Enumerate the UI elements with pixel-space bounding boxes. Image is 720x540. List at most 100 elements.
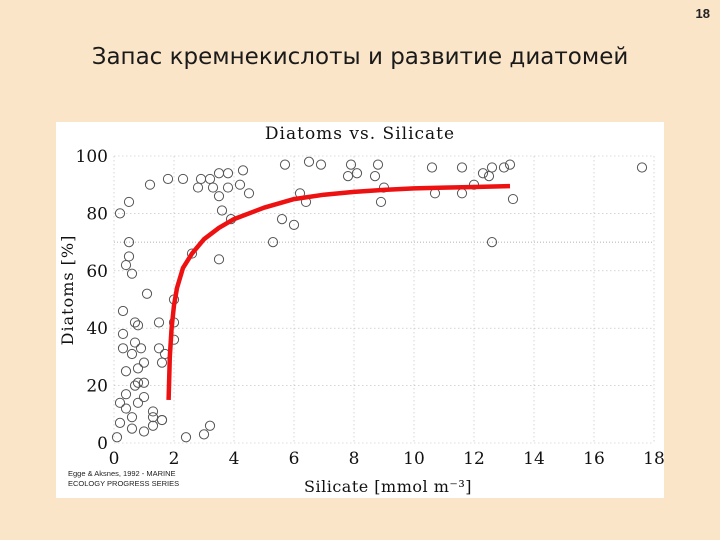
scatter-point [123,251,135,262]
scatter-point [126,348,138,360]
scatter-point [129,317,141,328]
scatter-point [222,182,234,193]
scatter-point [237,165,249,176]
scatter-point [213,168,225,179]
scatter-point [132,377,144,388]
scatter-point [147,412,159,423]
scatter-point [114,397,126,408]
scatter-point [120,389,132,400]
scatter-point [138,426,150,437]
scatter-point [186,248,198,259]
diatoms-vs-silicate-chart: 0 20 40 60 80 100 0 2 4 6 8 10 12 14 16 18 Diatoms vs. … [58,124,664,496]
scatter-point [180,432,192,443]
scatter-point [342,170,354,182]
scatter-point [132,320,144,331]
scatter-point [369,170,381,182]
y-tick-label: 40 [86,319,108,339]
scatter-point [456,188,468,199]
scatter-point [204,173,216,185]
scatter-point [213,254,225,265]
scatter-point [132,397,144,408]
scatter-point [144,179,156,190]
scatter-point [147,420,159,431]
scatter-point [141,288,153,299]
source-caption-line-2: ECOLOGY PROGRESS SERIES [68,479,180,488]
x-tick-label: 16 [583,449,605,469]
scatter-point [129,337,141,348]
scatter-point [426,162,438,173]
scatter-point [153,317,165,328]
scatter-point [126,412,138,423]
chart-title: Diatoms vs. Silicate [265,124,455,144]
scatter-point [456,162,468,173]
scatter-point [486,237,498,248]
chart-panel: 0 20 40 60 80 100 0 2 4 6 8 10 12 14 16 18 Diatoms vs. … [56,122,664,498]
x-tick-label: 10 [403,449,425,469]
scatter-point [504,159,516,170]
y-axis-label: Diatoms [%] [58,235,77,346]
scatter-point [486,162,498,173]
scatter-point [216,205,228,216]
scatter-point [117,343,129,354]
scatter-point [372,159,384,170]
scatter-point [288,219,300,230]
scatter-point [204,420,216,431]
x-tick-label: 14 [523,449,545,469]
x-tick-label: 12 [463,449,485,469]
scatter-point [222,168,234,179]
scatter-point [234,179,246,190]
scatter-point [345,159,357,170]
x-tick-label: 4 [229,449,240,469]
x-tick-label: 6 [289,449,300,469]
scatter-point [303,156,315,167]
scatter-point [117,305,129,317]
scatter-point [120,366,132,377]
x-tick-label: 2 [169,449,180,469]
y-tick-label: 80 [86,204,108,224]
scatter-point [156,357,168,368]
scatter-point [123,196,135,208]
scatter-point [207,182,219,193]
scatter-point [153,343,165,354]
scatter-point [132,363,144,374]
scatter-point [147,406,159,417]
scatter-point [636,162,648,173]
x-tick-label: 8 [349,449,360,469]
scatter-point [156,414,168,426]
scatter-point [375,196,387,208]
scatter-point [198,429,210,440]
slide-number: 18 [695,6,710,21]
scatter-point [507,193,519,205]
x-tick-label: 0 [109,449,120,469]
scatter-point [213,191,225,202]
scatter-point [315,159,327,170]
scatter-point [477,168,489,179]
scatter-point [135,343,147,354]
y-tick-label: 20 [86,377,108,397]
scatter-point [279,159,291,170]
scatter-point [162,173,174,185]
x-axis-label: Silicate [mmol m⁻³] [304,477,472,496]
scatter-point [126,423,138,434]
fit-curve-line [166,183,511,400]
scatter-point [114,208,126,219]
scatter-point [120,403,132,414]
scatter-point [267,237,279,248]
y-tick-label: 100 [76,147,108,167]
scatter-point [138,357,150,368]
scatter-point [138,377,150,388]
scatter-point [483,170,495,182]
scatter-point [498,162,510,173]
scatter-point [117,328,129,340]
scatter-point [195,173,207,185]
scatter-point [192,182,204,193]
scatter-point [177,173,189,185]
y-tick-label: 60 [86,262,108,282]
scatter-point [351,168,363,179]
scatter-point [276,214,288,225]
scatter-point [120,259,132,271]
scatter-point [126,268,138,279]
y-tick-label: 0 [97,434,108,454]
scatter-point [129,380,141,391]
source-caption: Egge & Aksnes, 1992 - MARINE ECOLOGY PRO… [68,469,179,489]
